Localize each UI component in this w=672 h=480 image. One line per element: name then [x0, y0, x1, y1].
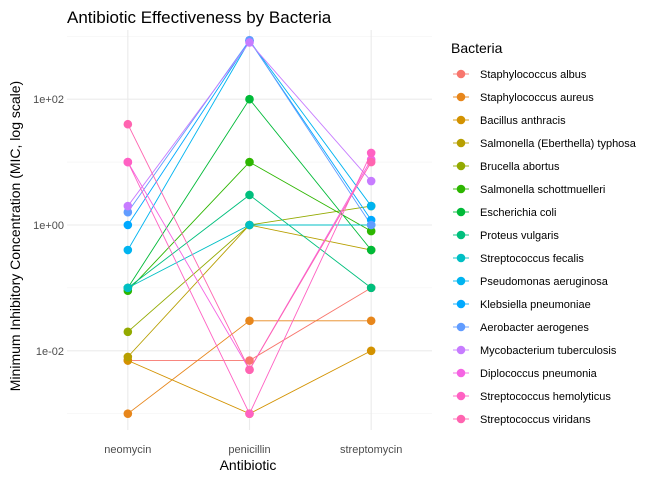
x-tick-label: neomycin: [104, 444, 151, 456]
data-point: [366, 220, 376, 230]
data-point: [123, 207, 133, 217]
legend-key-point: [456, 322, 466, 332]
legend-item: Diplococcus pneumonia: [453, 368, 598, 380]
data-point: [245, 356, 254, 365]
x-tick-label: streptomycin: [340, 444, 402, 456]
legend-item: Staphylococcus albus: [453, 69, 587, 81]
legend-label: Proteus vulgaris: [480, 230, 559, 242]
data-point: [123, 157, 133, 167]
legend-item: Brucella abortus: [453, 161, 560, 173]
x-axis-ticks: neomycin penicillin streptomycin: [104, 444, 402, 456]
legend-item: Streptococcus viridans: [453, 414, 591, 426]
data-point: [366, 226, 376, 236]
legend-key-point: [456, 368, 466, 378]
legend-key-point: [456, 345, 466, 355]
legend-label: Streptococcus fecalis: [480, 253, 584, 265]
legend-label: Streptococcus viridans: [480, 414, 591, 426]
legend-key-point: [456, 184, 466, 194]
data-point: [123, 327, 133, 337]
data-point: [123, 119, 133, 129]
legend-item: Streptococcus hemolyticus: [453, 391, 611, 403]
legend-key-point: [456, 69, 466, 79]
y-axis-title: Minimum Inhibitory Concentration (MIC, l…: [7, 81, 23, 391]
legend-label: Pseudomonas aeruginosa: [480, 276, 609, 288]
legend-key-point: [456, 161, 466, 171]
data-point: [366, 201, 376, 211]
legend-key-point: [456, 92, 466, 102]
data-point: [123, 245, 133, 255]
legend-item: Streptococcus fecalis: [453, 253, 584, 265]
data-point: [245, 94, 254, 104]
data-point: [245, 38, 254, 47]
y-axis-ticks: 1e-02 1e+00 1e+02: [33, 94, 64, 358]
legend-label: Diplococcus pneumonia: [480, 368, 598, 380]
data-point: [245, 220, 254, 230]
legend-item: Salmonella (Eberthella) typhosa: [453, 138, 637, 150]
data-point: [123, 201, 133, 211]
legend-item: Proteus vulgaris: [453, 230, 559, 242]
legend-label: Salmonella (Eberthella) typhosa: [480, 138, 637, 150]
legend-label: Staphylococcus aureus: [480, 92, 594, 104]
legend-item: Salmonella schottmuelleri: [453, 184, 605, 196]
legend-key-point: [456, 253, 466, 263]
legend-label: Aerobacter aerogenes: [480, 322, 589, 334]
legend-label: Escherichia coli: [480, 207, 556, 219]
data-point: [123, 352, 133, 362]
legend-item: Escherichia coli: [453, 207, 556, 219]
legend-key-point: [456, 276, 466, 286]
data-point: [366, 176, 376, 186]
legend-label: Brucella abortus: [480, 161, 560, 173]
data-point: [366, 316, 376, 326]
data-point: [245, 316, 254, 326]
legend-item: Bacillus anthracis: [453, 115, 566, 127]
legend-key-point: [456, 230, 466, 240]
data-point: [366, 245, 376, 255]
data-point: [245, 365, 254, 375]
legend-label: Mycobacterium tuberculosis: [480, 345, 617, 357]
legend-label: Klebsiella pneumoniae: [480, 299, 591, 311]
x-tick-label: penicillin: [228, 444, 270, 456]
data-points: [123, 35, 376, 418]
legend: Bacteria Staphylococcus albusStaphylococ…: [451, 40, 637, 426]
data-point: [123, 220, 133, 230]
y-tick-label: 1e-02: [36, 346, 64, 358]
data-point: [366, 157, 376, 167]
legend-title: Bacteria: [451, 40, 503, 56]
legend-label: Staphylococcus albus: [480, 69, 587, 81]
legend-key-point: [456, 414, 466, 424]
plot-panel: [67, 30, 432, 430]
data-point: [366, 148, 376, 158]
legend-item: Mycobacterium tuberculosis: [453, 345, 617, 357]
data-point: [123, 409, 133, 418]
data-point: [245, 157, 254, 167]
legend-key-point: [456, 391, 466, 401]
x-axis-title: Antibiotic: [220, 457, 277, 473]
legend-label: Salmonella schottmuelleri: [480, 184, 605, 196]
legend-label: Streptococcus hemolyticus: [480, 391, 611, 403]
legend-item: Klebsiella pneumoniae: [453, 299, 591, 311]
legend-key-point: [456, 299, 466, 309]
data-point: [245, 409, 254, 418]
legend-key-point: [456, 138, 466, 148]
legend-item: Aerobacter aerogenes: [453, 322, 589, 334]
data-point: [366, 346, 376, 356]
data-point: [123, 283, 133, 293]
legend-key-point: [456, 115, 466, 125]
legend-label: Bacillus anthracis: [480, 115, 566, 127]
legend-item: Pseudomonas aeruginosa: [453, 276, 609, 288]
y-tick-label: 1e+00: [33, 220, 64, 232]
legend-key-point: [456, 207, 466, 217]
y-tick-label: 1e+02: [33, 94, 64, 106]
legend-items: Staphylococcus albus Staphylococcus aureu…: [453, 69, 637, 426]
data-point: [366, 283, 376, 293]
legend-item: Staphylococcus aureus: [453, 92, 594, 104]
data-point: [245, 190, 254, 200]
chart-title: Antibiotic Effectiveness by Bacteria: [67, 8, 332, 27]
